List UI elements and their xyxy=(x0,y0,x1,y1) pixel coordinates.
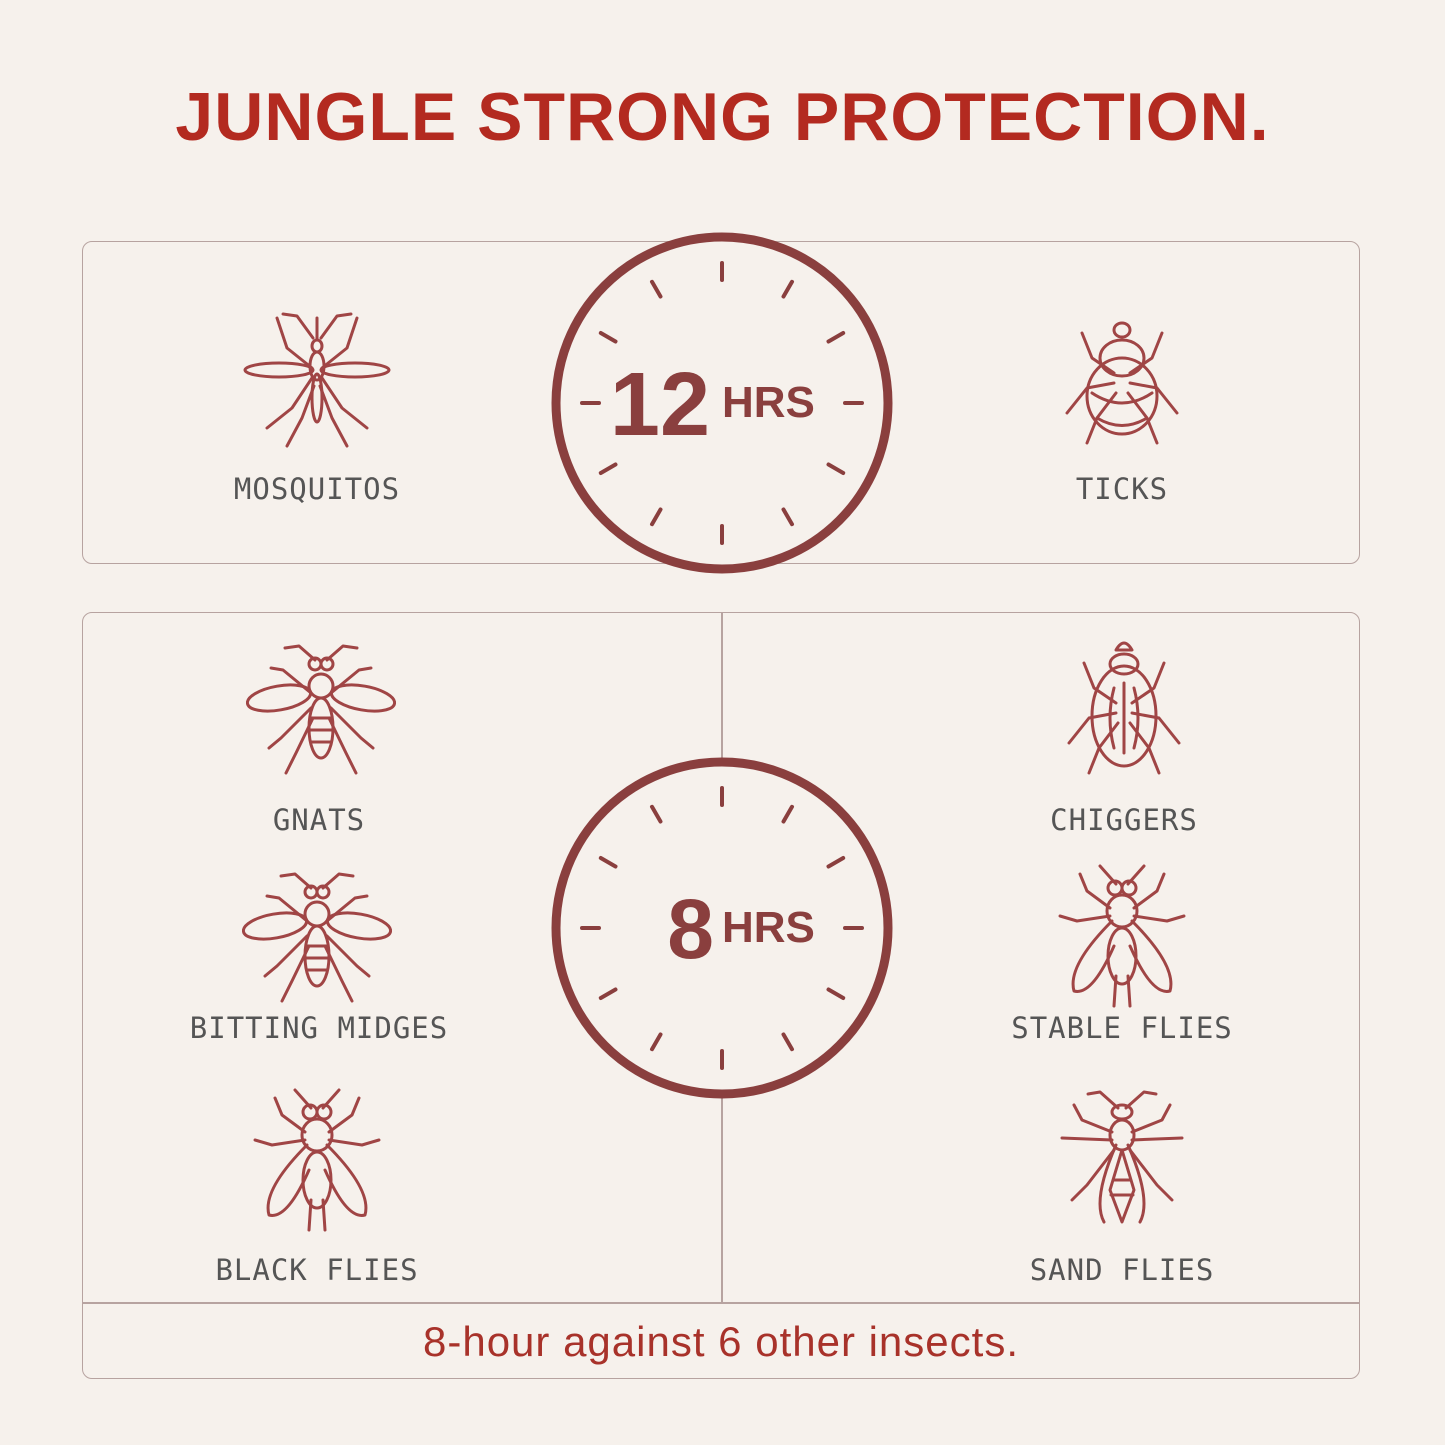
clock-tick xyxy=(826,987,846,1000)
clock-tick xyxy=(826,856,846,869)
chigger-icon xyxy=(1067,641,1181,775)
clock-tick xyxy=(598,987,618,1000)
clock-tick xyxy=(598,331,618,344)
clock-tick xyxy=(781,279,794,299)
clock-12-hrs-icon: 12 HRS xyxy=(551,232,893,574)
page-title: JUNGLE STRONG PROTECTION. xyxy=(175,79,1270,155)
black-fly-icon xyxy=(253,1088,381,1232)
clock-tick xyxy=(826,462,846,475)
midge-icon xyxy=(242,872,392,1003)
tick-icon xyxy=(1065,321,1179,445)
clock-number: 8 xyxy=(667,882,714,976)
clock-tick xyxy=(650,1032,663,1052)
clock-tick xyxy=(650,507,663,527)
clock-tick xyxy=(781,804,794,824)
clock-number: 12 xyxy=(610,355,710,455)
label-sand-flies: SAND FLIES xyxy=(1029,1253,1215,1287)
clock-tick xyxy=(650,804,663,824)
label-chiggers: CHIGGERS xyxy=(1050,803,1198,837)
sand-fly-icon xyxy=(1060,1090,1184,1224)
divider-horizontal xyxy=(82,1302,1360,1304)
clock-unit: HRS xyxy=(722,903,815,952)
clock-tick xyxy=(781,507,794,527)
clock-tick xyxy=(598,462,618,475)
gnat-icon xyxy=(246,644,396,775)
footer-note: 8-hour against 6 other insects. xyxy=(423,1318,1019,1365)
clock-tick xyxy=(598,856,618,869)
label-mosquitos: MOSQUITOS xyxy=(233,472,401,506)
stable-fly-icon xyxy=(1058,864,1186,1008)
clock-tick xyxy=(650,279,663,299)
clock-unit: HRS xyxy=(722,378,815,427)
label-bitting-midges: BITTING MIDGES xyxy=(189,1011,449,1045)
label-ticks: TICKS xyxy=(1075,472,1169,506)
clock-8-hrs-icon: 8 HRS xyxy=(551,757,893,1099)
label-stable-flies: STABLE FLIES xyxy=(1011,1011,1233,1045)
clock-tick xyxy=(826,331,846,344)
clock-tick xyxy=(781,1032,794,1052)
mosquito-icon xyxy=(243,312,391,448)
label-gnats: GNATS xyxy=(272,803,366,837)
label-black-flies: BLACK FLIES xyxy=(215,1253,419,1287)
